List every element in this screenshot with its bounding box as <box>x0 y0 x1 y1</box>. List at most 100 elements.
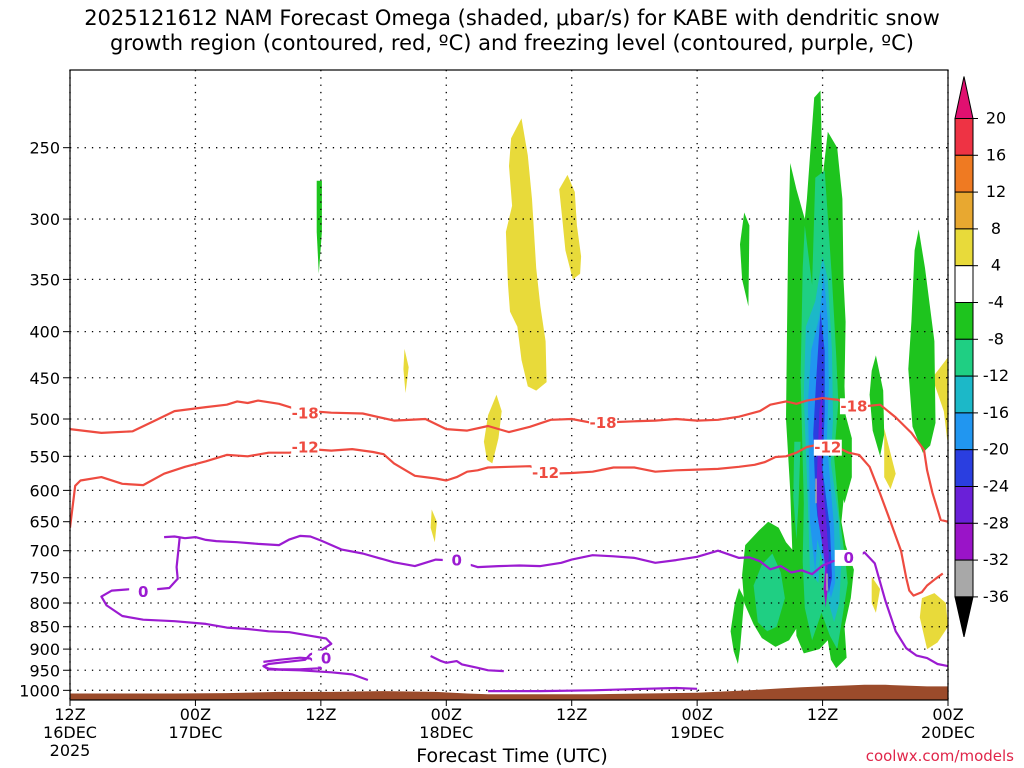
xtick-label-0-2: 2025 <box>50 741 91 760</box>
omega-region-17 <box>753 553 785 632</box>
colorbar-bottom-arrow <box>954 596 974 638</box>
plot-frame <box>69 69 949 701</box>
freezing-level-main-label-0: 0 <box>138 583 148 601</box>
omega-region-5 <box>430 509 437 543</box>
freezing-level-main-label-bg-0 <box>129 584 158 601</box>
colorbar-label-13: -36 <box>983 587 1009 606</box>
xtick-label-72-0: 12Z <box>807 705 838 724</box>
colorbar-label-9: -20 <box>983 440 1009 459</box>
colorbar-label-6: -8 <box>988 329 1004 348</box>
colorbar-segment-3 <box>954 228 974 267</box>
dgz-minus12-label-bg-2 <box>813 439 842 456</box>
freezing-level-lower-line <box>262 656 322 671</box>
xtick-label-84-0: 00Z <box>932 705 963 724</box>
dgz-minus18-label-1: -18 <box>590 414 617 432</box>
colorbar-segment-1 <box>954 154 974 193</box>
xtick-label-24-0: 12Z <box>305 705 336 724</box>
xtick-label-84-1: 20DEC <box>921 723 975 742</box>
xtick-label-36-0: 00Z <box>431 705 462 724</box>
colorbar-top-arrow <box>954 76 974 119</box>
xtick-label-60-1: 19DEC <box>670 723 724 742</box>
dgz-minus12-label-1: -12 <box>532 464 559 482</box>
freezing-level-main-line <box>164 534 948 668</box>
colorbar-segment-12 <box>954 559 974 598</box>
ytick-label-450: 450 <box>29 369 60 388</box>
ytick-label-350: 350 <box>29 270 60 289</box>
omega-region-23 <box>816 386 829 578</box>
title-line-2: growth region (contoured, red, ºC) and f… <box>110 31 914 55</box>
colorbar-segment-10 <box>954 486 974 524</box>
omega-region-8 <box>932 357 948 444</box>
omega-region-10 <box>730 588 745 664</box>
omega-region-4 <box>483 394 502 464</box>
freezing-level-main-label-1: 0 <box>452 552 462 570</box>
freezing-level-18dec-line <box>430 655 504 673</box>
terrain <box>70 684 948 700</box>
colorbar-segment-8 <box>954 412 974 451</box>
omega-region-2 <box>559 174 582 280</box>
ytick-label-1000: 1000 <box>19 681 60 700</box>
freezing-level-main-label-bg-2 <box>834 549 863 566</box>
omega-region-6 <box>871 576 881 613</box>
colorbar-segment-5 <box>954 302 974 340</box>
dgz-minus18-label-bg-0 <box>291 405 320 422</box>
omega-region-25 <box>815 478 817 504</box>
colorbar-label-4: 4 <box>991 256 1001 275</box>
omega-region-26 <box>826 573 828 591</box>
ytick-label-250: 250 <box>29 139 60 158</box>
colorbar-label-12: -32 <box>983 550 1009 569</box>
colorbar-segment-7 <box>954 375 974 414</box>
colorbar-label-8: -16 <box>983 403 1009 422</box>
freezing-level-lower-label-bg-0 <box>312 650 341 667</box>
ytick-label-300: 300 <box>29 210 60 229</box>
colorbar-segment-11 <box>954 522 974 561</box>
omega-shading-layer <box>316 90 948 669</box>
credit-text[interactable]: coolwx.com/models <box>865 747 1014 765</box>
dgz-minus12-label-bg-1 <box>531 465 560 482</box>
omega-region-0 <box>316 180 322 274</box>
xtick-label-12-1: 17DEC <box>168 723 222 742</box>
freezing-level-lower-label-0: 0 <box>321 650 331 668</box>
colorbar-segment-2 <box>954 191 974 230</box>
dgz-minus18-label-bg-2 <box>839 398 868 415</box>
colorbar-label-0: 20 <box>986 109 1006 128</box>
colorbar-segment-4 <box>954 265 974 304</box>
colorbar-segment-6 <box>954 338 974 377</box>
ytick-label-500: 500 <box>29 410 60 429</box>
xtick-label-0-1: 16DEC <box>43 723 97 742</box>
omega-region-9 <box>919 593 948 650</box>
dgz-minus12-label-0: -12 <box>292 439 319 457</box>
omega-region-7 <box>884 428 896 490</box>
omega-region-1 <box>505 118 547 391</box>
ytick-label-550: 550 <box>29 447 60 466</box>
xtick-label-60-0: 00Z <box>681 705 712 724</box>
xtick-label-36-1: 18DEC <box>419 723 473 742</box>
dgz-minus12-line <box>70 443 944 597</box>
dgz-minus12-label-bg-0 <box>291 439 320 456</box>
xtick-label-0-0: 12Z <box>54 705 85 724</box>
ytick-label-600: 600 <box>29 481 60 500</box>
colorbar-label-5: -4 <box>988 293 1004 312</box>
colorbar: 20 16 12 8 4 -4 -8 -12 -16 -20 -24 -28 -32 -36 <box>954 76 1009 638</box>
ytick-label-650: 650 <box>29 513 60 532</box>
omega-region-16 <box>838 415 852 504</box>
omega-region-18 <box>793 441 801 540</box>
omega-region-15 <box>908 229 936 453</box>
colorbar-label-3: 8 <box>991 219 1001 238</box>
omega-region-24 <box>823 561 828 608</box>
freezing-level-main-label-bg-1 <box>442 552 471 569</box>
dgz-minus18-label-2: -18 <box>840 397 867 415</box>
freezing-level-main-label-2: 0 <box>843 549 853 567</box>
ytick-label-400: 400 <box>29 323 60 342</box>
dgz-minus12-label-2: -12 <box>814 439 841 457</box>
colorbar-label-10: -24 <box>983 477 1009 496</box>
terrain-layer <box>70 684 948 700</box>
ytick-label-950: 950 <box>29 661 60 680</box>
dgz-minus18-label-0: -18 <box>292 404 319 422</box>
y-axis-ticks: 250 300 350 400 450 500 550 600 650 700 750 800 850 9… <box>19 139 70 700</box>
colorbar-label-2: 12 <box>986 182 1006 201</box>
omega-region-13 <box>740 212 750 307</box>
title-line-1: 2025121612 NAM Forecast Omega (shaded, μ… <box>84 6 940 30</box>
